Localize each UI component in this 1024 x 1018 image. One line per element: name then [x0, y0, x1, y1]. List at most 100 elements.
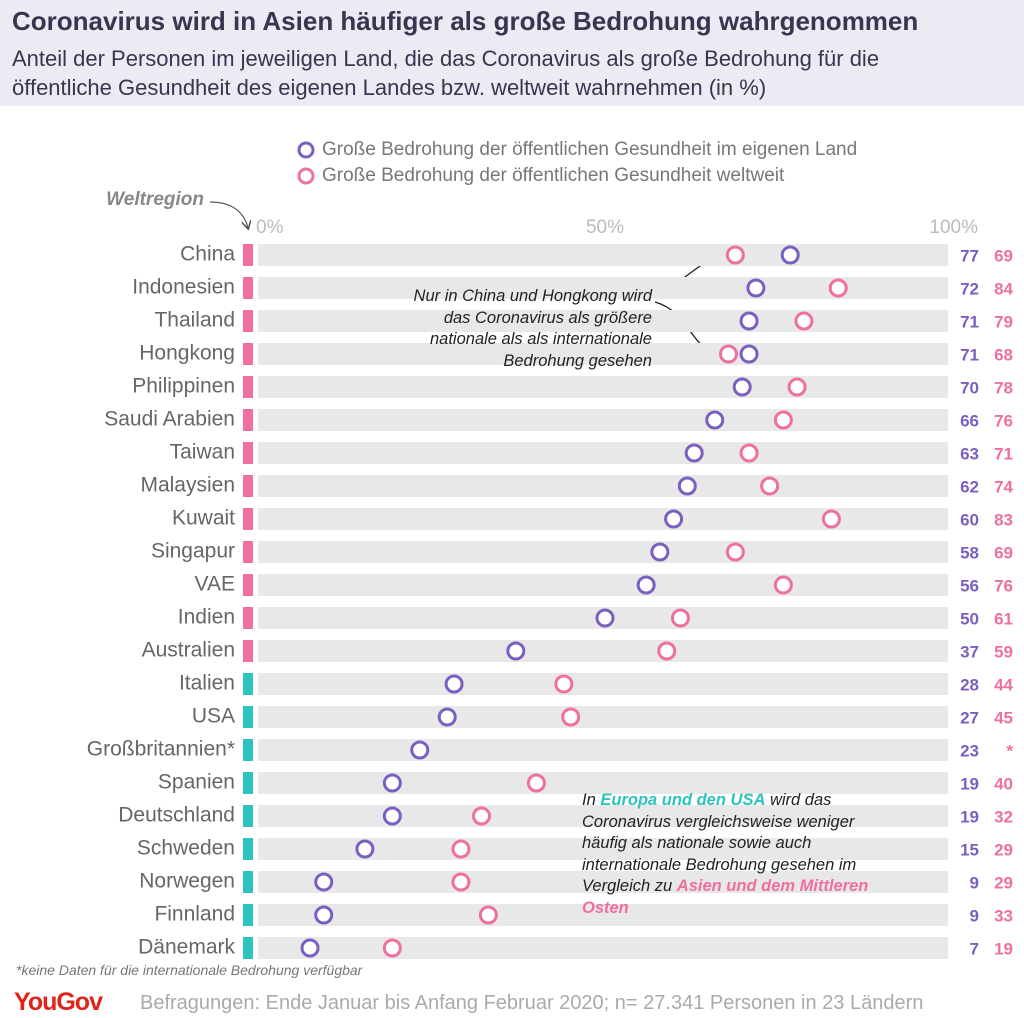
category-label: Saudi Arabien [104, 408, 235, 431]
region-marker [243, 772, 253, 794]
dot [739, 443, 759, 463]
value-label: 77 [960, 246, 979, 265]
region-marker [243, 574, 253, 596]
value-label: 63 [960, 444, 979, 463]
row-bar [258, 871, 948, 893]
value-label: 76 [994, 576, 1013, 595]
value-label: 83 [994, 510, 1013, 529]
dot [739, 344, 759, 364]
value-label: 71 [960, 312, 979, 331]
category-label: Australien [142, 639, 235, 662]
value-label: 19 [994, 939, 1013, 958]
dot [451, 872, 471, 892]
row-bar [258, 376, 948, 398]
dot [595, 608, 615, 628]
annotation-text: Nur in China und Hongkong wird das Coron… [413, 287, 652, 370]
legend-marker [297, 167, 315, 185]
value-label: 71 [994, 444, 1013, 463]
category-label: Malaysien [140, 474, 235, 497]
annotation-text: Europa und den USA [600, 791, 766, 809]
dot [314, 905, 334, 925]
category-label: Italien [179, 672, 235, 695]
value-label: 45 [994, 708, 1013, 727]
dot [821, 509, 841, 529]
axis-label: Weltregion [106, 189, 204, 210]
value-label: 58 [960, 543, 979, 562]
dot [478, 905, 498, 925]
dot [382, 806, 402, 826]
annotation-text: Asien und dem Mittleren Osten [582, 877, 869, 917]
value-label: 56 [960, 576, 979, 595]
category-label: Indien [178, 606, 235, 629]
value-label: 29 [994, 873, 1013, 892]
value-label: 60 [960, 510, 979, 529]
dot [794, 311, 814, 331]
dot [739, 311, 759, 331]
category-label: Großbritannien* [87, 738, 235, 761]
region-marker [243, 706, 253, 728]
row-bar [258, 937, 948, 959]
category-label: China [180, 243, 235, 266]
dot [410, 740, 430, 760]
chart-title: Coronavirus wird in Asien häufiger als g… [12, 6, 919, 36]
value-label: 68 [994, 345, 1013, 364]
region-marker [243, 343, 253, 365]
dot [526, 773, 546, 793]
category-label: Taiwan [170, 441, 235, 464]
region-marker [243, 739, 253, 761]
region-marker [243, 508, 253, 530]
region-marker [243, 838, 253, 860]
dot [382, 773, 402, 793]
footnote: *keine Daten für die internationale Bedr… [16, 962, 363, 978]
region-marker [243, 376, 253, 398]
x-tick-label: 50% [586, 217, 624, 238]
value-label: 66 [960, 411, 979, 430]
value-label: 23 [960, 741, 979, 760]
category-label: USA [192, 705, 235, 728]
axis-label-arrow [209, 201, 248, 228]
dot [444, 674, 464, 694]
value-label: 62 [960, 477, 979, 496]
row-bar [258, 277, 948, 299]
region-marker [243, 541, 253, 563]
dot [725, 542, 745, 562]
value-label: 9 [970, 906, 979, 925]
dot [314, 872, 334, 892]
category-label: Norwegen [139, 870, 235, 893]
category-label: VAE [195, 573, 235, 596]
row-bar [258, 508, 948, 530]
value-label: 69 [994, 246, 1013, 265]
region-marker [243, 607, 253, 629]
dot [437, 707, 457, 727]
annotation-text: wird das Coronavirus vergleichsweise wen… [582, 791, 857, 895]
row-bar [258, 640, 948, 662]
category-label: Philippinen [132, 375, 235, 398]
value-label: 27 [960, 708, 979, 727]
x-tick-label: 0% [256, 217, 284, 238]
value-label: 28 [960, 675, 979, 694]
row-bar [258, 310, 948, 332]
dot [657, 641, 677, 661]
dot [506, 641, 526, 661]
dot [664, 509, 684, 529]
dot [725, 245, 745, 265]
category-label: Thailand [154, 309, 235, 332]
row-bar [258, 904, 948, 926]
dot [828, 278, 848, 298]
dot [705, 410, 725, 430]
region-marker [243, 277, 253, 299]
value-label: 32 [994, 807, 1013, 826]
value-label: 40 [994, 774, 1013, 793]
dot [561, 707, 581, 727]
value-label: 19 [960, 807, 979, 826]
category-label: Deutschland [118, 804, 235, 827]
dot [787, 377, 807, 397]
value-label: 29 [994, 840, 1013, 859]
value-label: 72 [960, 279, 979, 298]
region-marker [243, 244, 253, 266]
row-bar [258, 541, 948, 563]
legend-label: Große Bedrohung der öffentlichen Gesundh… [322, 139, 857, 160]
dot [760, 476, 780, 496]
